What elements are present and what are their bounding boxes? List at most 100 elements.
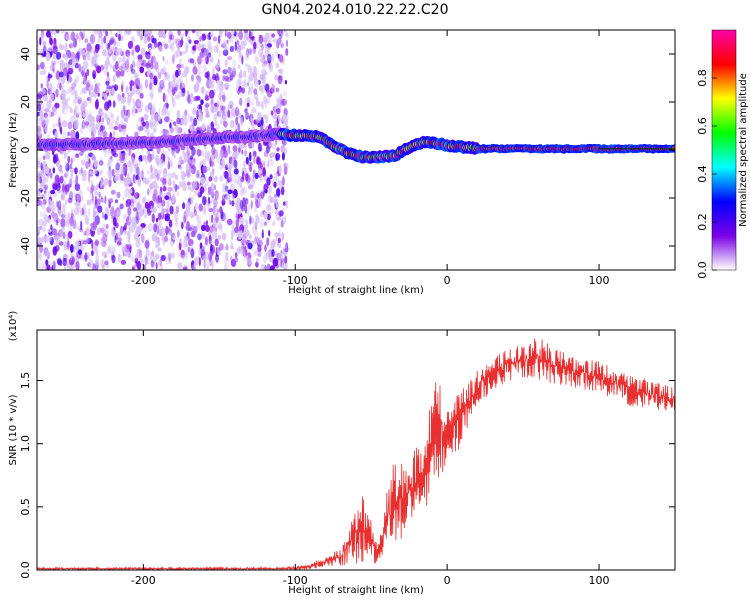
noise-speckle bbox=[236, 247, 242, 253]
noise-speckle bbox=[202, 254, 208, 263]
noise-speckle bbox=[261, 101, 264, 110]
noise-speckle bbox=[285, 32, 289, 38]
noise-speckle bbox=[210, 104, 216, 114]
noise-speckle bbox=[278, 180, 283, 190]
noise-speckle bbox=[67, 131, 70, 137]
noise-speckle bbox=[147, 43, 153, 50]
noise-speckle bbox=[196, 214, 199, 221]
noise-speckle bbox=[68, 266, 72, 270]
noise-speckle bbox=[99, 125, 104, 134]
noise-speckle bbox=[259, 218, 265, 228]
noise-speckle bbox=[78, 249, 82, 255]
noise-speckle bbox=[171, 172, 177, 178]
noise-speckle bbox=[149, 72, 154, 80]
noise-speckle bbox=[54, 153, 58, 163]
noise-speckle bbox=[153, 60, 159, 71]
noise-speckle bbox=[252, 150, 257, 157]
noise-speckle bbox=[136, 122, 140, 130]
noise-speckle bbox=[143, 113, 149, 121]
noise-speckle bbox=[280, 98, 286, 106]
noise-speckle bbox=[193, 40, 200, 45]
noise-speckle bbox=[158, 228, 162, 236]
noise-speckle bbox=[216, 155, 222, 164]
noise-speckle bbox=[184, 42, 189, 52]
noise-speckle bbox=[207, 186, 212, 195]
noise-speckle bbox=[102, 264, 105, 270]
noise-speckle bbox=[107, 245, 111, 254]
noise-speckle bbox=[164, 116, 170, 123]
noise-speckle bbox=[39, 36, 42, 46]
noise-speckle bbox=[159, 258, 163, 267]
noise-speckle bbox=[283, 147, 288, 155]
noise-speckle bbox=[239, 181, 243, 189]
noise-speckle bbox=[61, 214, 65, 219]
noise-speckle bbox=[261, 229, 264, 239]
noise-speckle bbox=[160, 80, 164, 87]
noise-speckle bbox=[106, 85, 112, 90]
noise-speckle bbox=[227, 150, 232, 155]
noise-speckle bbox=[51, 106, 57, 113]
noise-speckle bbox=[152, 193, 157, 202]
noise-speckle bbox=[127, 53, 130, 62]
noise-speckle bbox=[213, 175, 218, 183]
noise-speckle bbox=[61, 30, 65, 34]
noise-speckle bbox=[120, 225, 124, 236]
noise-speckle bbox=[228, 166, 231, 175]
noise-speckle bbox=[39, 200, 43, 207]
noise-speckle bbox=[105, 88, 111, 93]
noise-speckle bbox=[216, 79, 222, 86]
noise-speckle bbox=[55, 52, 62, 60]
noise-speckle bbox=[175, 175, 179, 180]
noise-speckle bbox=[238, 78, 242, 86]
noise-speckle bbox=[46, 264, 51, 270]
noise-speckle bbox=[150, 262, 155, 270]
noise-speckle bbox=[104, 229, 109, 238]
colorbar-tick-label: 0.2 bbox=[696, 213, 709, 231]
noise-speckle bbox=[75, 131, 80, 141]
noise-speckle bbox=[149, 121, 155, 127]
noise-speckle bbox=[99, 169, 103, 175]
noise-speckle bbox=[110, 226, 115, 236]
noise-speckle bbox=[109, 63, 114, 69]
noise-speckle bbox=[38, 173, 41, 184]
noise-speckle bbox=[39, 261, 45, 270]
noise-speckle bbox=[219, 109, 222, 119]
noise-speckle bbox=[92, 205, 96, 214]
noise-speckle bbox=[208, 80, 213, 88]
noise-speckle bbox=[186, 221, 190, 228]
snr-xtick-label: -100 bbox=[283, 574, 308, 587]
noise-speckle bbox=[138, 175, 141, 185]
noise-speckle bbox=[264, 264, 267, 270]
noise-speckle bbox=[244, 149, 247, 157]
snr-ytick-label: 0.5 bbox=[19, 498, 32, 516]
noise-speckle bbox=[210, 121, 215, 131]
noise-speckle bbox=[247, 89, 250, 96]
noise-speckle bbox=[132, 45, 136, 54]
noise-speckle bbox=[80, 159, 86, 166]
noise-speckle bbox=[166, 102, 169, 110]
noise-speckle bbox=[285, 242, 288, 248]
noise-speckle bbox=[131, 266, 135, 270]
noise-speckle bbox=[111, 246, 116, 255]
noise-speckle bbox=[224, 258, 230, 265]
noise-speckle bbox=[199, 186, 205, 194]
noise-speckle bbox=[135, 210, 139, 221]
noise-speckle bbox=[115, 47, 120, 57]
noise-speckle bbox=[92, 55, 98, 65]
noise-speckle bbox=[52, 62, 55, 72]
noise-speckle bbox=[233, 159, 238, 169]
noise-speckle bbox=[168, 81, 172, 89]
noise-speckle bbox=[227, 71, 231, 79]
noise-speckle bbox=[220, 119, 223, 125]
noise-speckle bbox=[84, 252, 88, 263]
noise-speckle bbox=[122, 92, 125, 98]
noise-speckle bbox=[175, 49, 181, 58]
noise-speckle bbox=[131, 265, 136, 270]
noise-speckle bbox=[146, 30, 149, 39]
noise-speckle bbox=[224, 262, 228, 270]
noise-speckle bbox=[138, 172, 144, 179]
noise-speckle bbox=[181, 63, 185, 69]
noise-speckle bbox=[95, 258, 99, 266]
noise-speckle bbox=[218, 91, 222, 101]
